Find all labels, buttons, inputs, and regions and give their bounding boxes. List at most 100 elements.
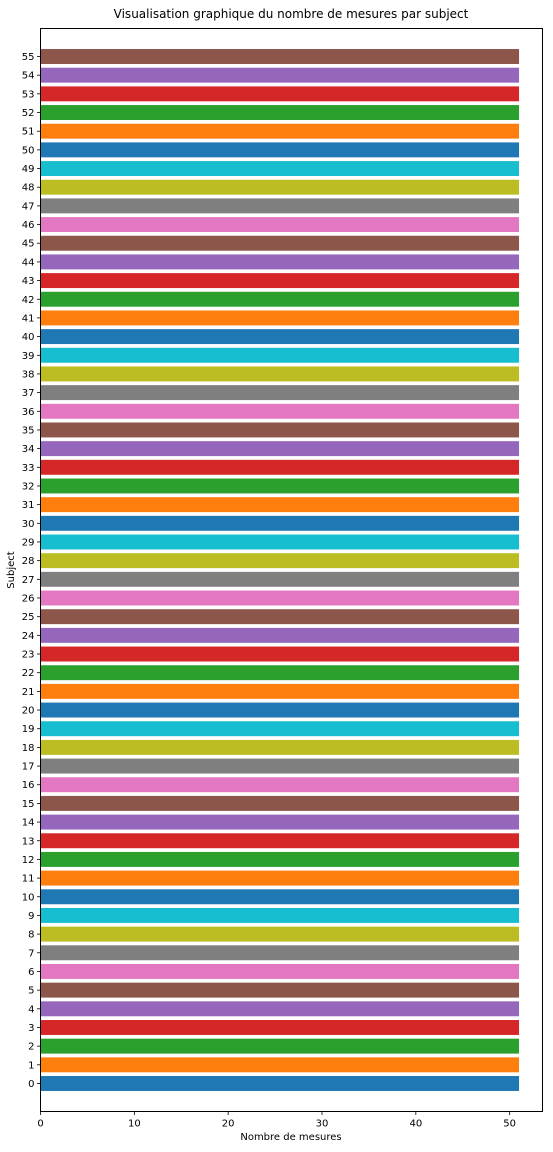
bar-subject-47 <box>40 198 520 214</box>
bar-subject-23 <box>40 646 520 662</box>
bar-subject-1 <box>40 1057 520 1073</box>
y-tick-label: 14 <box>22 818 35 829</box>
y-tick-label: 7 <box>28 948 34 959</box>
bar-subject-38 <box>40 366 520 382</box>
y-tick-label: 28 <box>22 556 35 567</box>
y-tick-label: 39 <box>22 351 35 362</box>
bar-subject-28 <box>40 553 520 569</box>
y-axis-label: Subject <box>6 551 17 588</box>
y-tick-label: 49 <box>22 164 35 175</box>
bar-subject-30 <box>40 515 520 531</box>
bar-subject-48 <box>40 179 520 195</box>
bar-subject-18 <box>40 739 520 755</box>
bar-subject-12 <box>40 851 520 867</box>
x-tick-label: 40 <box>409 1119 422 1130</box>
y-tick-label: 12 <box>22 855 35 866</box>
bar-subject-16 <box>40 777 520 793</box>
bar-subject-4 <box>40 1001 520 1017</box>
y-tick-label: 47 <box>22 201 35 212</box>
y-tick-label: 26 <box>22 594 35 605</box>
bar-subject-3 <box>40 1020 520 1035</box>
y-tick-label: 55 <box>22 52 35 63</box>
y-tick-label: 18 <box>22 743 35 754</box>
x-tick-label: 0 <box>37 1119 43 1130</box>
bar-subject-2 <box>40 1038 520 1054</box>
bar-subject-45 <box>40 235 520 251</box>
y-tick-label: 48 <box>22 183 35 194</box>
y-tick-label: 6 <box>28 967 34 978</box>
bar-subject-24 <box>40 627 520 643</box>
y-tick-label: 17 <box>22 762 35 773</box>
y-tick-label: 34 <box>22 444 35 455</box>
bar-subject-35 <box>40 422 520 438</box>
bar-subject-43 <box>40 273 520 289</box>
bar-subject-36 <box>40 403 520 419</box>
y-tick-label: 1 <box>28 1060 34 1071</box>
bar-subject-40 <box>40 329 520 345</box>
y-tick-label: 43 <box>22 276 35 287</box>
bar-subject-11 <box>40 870 520 886</box>
y-tick-label: 8 <box>28 930 34 941</box>
y-tick-label: 25 <box>22 612 35 623</box>
bar-subject-52 <box>40 105 520 120</box>
y-tick-label: 22 <box>22 668 35 679</box>
bar-subject-13 <box>40 833 520 849</box>
y-tick-label: 54 <box>22 71 35 82</box>
bar-subject-26 <box>40 590 520 606</box>
y-tick-label: 32 <box>22 481 35 492</box>
bar-subject-33 <box>40 459 520 475</box>
bar-subject-21 <box>40 683 520 699</box>
bar-subject-25 <box>40 609 520 625</box>
bar-subject-20 <box>40 702 520 718</box>
bar-subject-14 <box>40 814 520 830</box>
x-tick-label: 50 <box>503 1119 516 1130</box>
y-tick-label: 45 <box>22 239 35 250</box>
y-tick-label: 52 <box>22 108 35 119</box>
bar-subject-32 <box>40 478 520 494</box>
y-tick-label: 0 <box>28 1079 34 1090</box>
bar-subject-27 <box>40 571 520 587</box>
y-tick-label: 20 <box>22 706 35 717</box>
x-tick-label: 20 <box>222 1119 235 1130</box>
y-tick-label: 4 <box>28 1004 34 1015</box>
x-tick-label: 10 <box>128 1119 141 1130</box>
y-tick-label: 11 <box>22 874 35 885</box>
bar-subject-37 <box>40 385 520 401</box>
y-tick-label: 41 <box>22 313 35 324</box>
bar-subject-55 <box>40 49 520 64</box>
y-tick-label: 21 <box>22 687 35 698</box>
y-tick-label: 24 <box>22 631 35 642</box>
y-tick-label: 13 <box>22 836 35 847</box>
bar-subject-34 <box>40 441 520 457</box>
bar-subject-49 <box>40 161 520 177</box>
y-tick-label: 51 <box>22 127 35 138</box>
y-axis-ticks: 0123456789101112131415161718192021222324… <box>22 52 41 1090</box>
bar-subject-9 <box>40 907 520 923</box>
chart-title: Visualisation graphique du nombre de mes… <box>114 7 469 21</box>
bar-subject-51 <box>40 123 520 139</box>
y-tick-label: 9 <box>28 911 34 922</box>
y-tick-label: 23 <box>22 650 35 661</box>
y-tick-label: 40 <box>22 332 35 343</box>
plot-frame <box>40 28 543 1112</box>
bar-subject-19 <box>40 721 520 737</box>
y-tick-label: 5 <box>28 986 34 997</box>
y-tick-label: 10 <box>22 892 35 903</box>
bars-group <box>40 49 520 1091</box>
bar-subject-46 <box>40 217 520 233</box>
y-tick-label: 50 <box>22 145 35 156</box>
bar-subject-50 <box>40 142 520 158</box>
bar-subject-41 <box>40 310 520 326</box>
bar-subject-6 <box>40 963 520 979</box>
y-tick-label: 3 <box>28 1023 34 1034</box>
bar-subject-10 <box>40 889 520 905</box>
bar-subject-22 <box>40 665 520 681</box>
bar-subject-54 <box>40 67 520 83</box>
y-tick-label: 46 <box>22 220 35 231</box>
y-tick-label: 36 <box>22 407 35 418</box>
y-tick-label: 16 <box>22 780 35 791</box>
y-tick-label: 31 <box>22 500 35 511</box>
y-tick-label: 29 <box>22 537 35 548</box>
